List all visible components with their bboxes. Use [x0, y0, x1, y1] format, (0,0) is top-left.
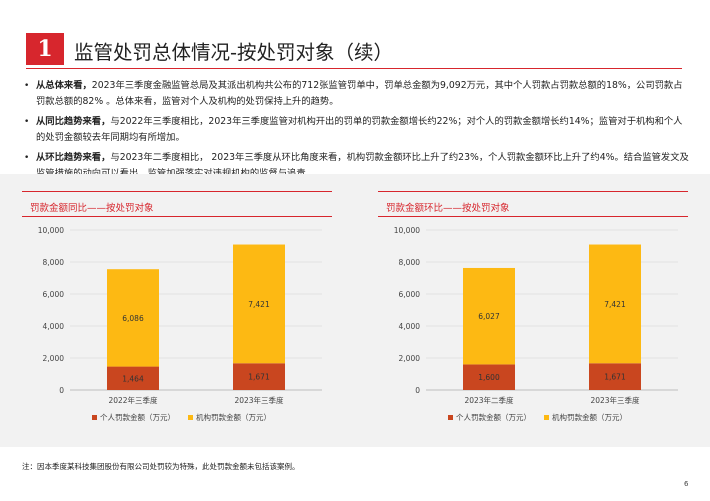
data-label: 7,421	[248, 300, 270, 309]
y-tick-label: 0	[59, 386, 64, 395]
legend-label: 机构罚款金额（万元）	[196, 412, 271, 422]
x-tick-label: 2022年三季度	[108, 395, 158, 405]
data-label: 1,671	[248, 373, 270, 382]
bullet-dot-icon: •	[24, 153, 30, 163]
legend-swatch-institution	[544, 415, 549, 420]
legend-swatch-institution	[188, 415, 193, 420]
bar-individual	[107, 366, 159, 390]
y-tick-label: 6,000	[43, 290, 65, 299]
bullet-dot-icon: •	[24, 117, 30, 127]
chart-yoy: 0 2,000 4,000 6,000 8,000 10,000 1,464 6,086 202…	[38, 226, 322, 422]
y-tick-label: 0	[415, 386, 420, 395]
panel-title-rule	[22, 216, 332, 217]
x-tick-label: 2023年三季度	[234, 395, 284, 405]
data-label: 1,464	[122, 374, 144, 383]
page-number: 6	[684, 480, 689, 488]
summary-bullets: • 从总体来看，2023年三季度金融监管总局及其派出机构共公布的712张监管罚单…	[22, 78, 690, 186]
bullet-text: 2023年三季度金融监管总局及其派出机构共公布的712张监管罚单中，罚单总金额为…	[36, 80, 683, 107]
bar-individual	[463, 364, 515, 390]
data-label: 6,086	[122, 314, 144, 323]
y-tick-label: 10,000	[394, 226, 420, 235]
bullet-lead: 从总体来看，	[36, 80, 92, 91]
bar-institution	[233, 244, 285, 364]
bar-institution	[589, 244, 641, 364]
y-tick-label: 4,000	[399, 322, 421, 331]
chart-panel-qoq: 罚款金额环比——按处罚对象 0 2,000 4,000 6,000 8,000 10,00…	[378, 191, 688, 438]
chart-qoq: 0 2,000 4,000 6,000 8,000 10,000 1,600 6,027 202…	[394, 226, 678, 422]
panel-top-rule	[22, 191, 332, 192]
panel-top-rule	[378, 191, 688, 192]
chart-panel-yoy: 罚款金额同比——按处罚对象 0 2,000 4,000 6,000 8,000 10,00…	[22, 191, 332, 438]
bullet-yoy: • 从同比趋势来看，与2022年三季度相比，2023年三季度监管对机构开出的罚单…	[22, 114, 690, 146]
bullet-lead: 从环比趋势来看，	[36, 152, 111, 163]
bar-institution	[463, 267, 515, 365]
panel-title-rule	[378, 216, 688, 217]
data-label: 1,600	[478, 373, 500, 382]
legend-label: 个人罚款金额（万元）	[100, 412, 175, 422]
y-tick-label: 10,000	[38, 226, 64, 235]
chart-title: 罚款金额环比——按处罚对象	[386, 203, 510, 214]
bullet-text: 与2023年二季度相比， 2023年三季度从环比角度来看，机构罚款金额环比上升了…	[36, 152, 689, 179]
legend-label: 机构罚款金额（万元）	[552, 412, 627, 422]
y-tick-label: 2,000	[43, 354, 65, 363]
x-tick-label: 2023年二季度	[464, 395, 514, 405]
section-number-badge: 1	[26, 33, 64, 65]
legend-swatch-individual	[448, 415, 453, 420]
page-title: 监管处罚总体情况-按处罚对象（续）	[74, 41, 394, 64]
data-label: 7,421	[604, 300, 626, 309]
bar-individual	[233, 363, 285, 390]
chart-title: 罚款金额同比——按处罚对象	[30, 203, 154, 214]
y-tick-label: 6,000	[399, 290, 421, 299]
legend-label: 个人罚款金额（万元）	[456, 412, 531, 422]
x-tick-label: 2023年三季度	[590, 395, 640, 405]
bullet-lead: 从同比趋势来看，	[36, 116, 111, 127]
data-label: 6,027	[478, 312, 500, 321]
bullet-dot-icon: •	[24, 81, 30, 91]
bullet-overall: • 从总体来看，2023年三季度金融监管总局及其派出机构共公布的712张监管罚单…	[22, 78, 690, 110]
data-label: 1,671	[604, 373, 626, 382]
legend-swatch-individual	[92, 415, 97, 420]
footnote: 注：因本季度某科技集团股份有限公司处罚较为特殊，此处罚款金额未包括该案例。	[22, 462, 300, 471]
y-tick-label: 8,000	[399, 258, 421, 267]
y-tick-label: 2,000	[399, 354, 421, 363]
bullet-text: 与2022年三季度相比，2023年三季度监管对机构开出的罚单的罚款金额增长约22…	[36, 116, 683, 143]
y-tick-label: 4,000	[43, 322, 65, 331]
y-tick-label: 8,000	[43, 258, 65, 267]
header-divider	[26, 68, 682, 69]
bullet-qoq: • 从环比趋势来看，与2023年二季度相比， 2023年三季度从环比角度来看，机…	[22, 150, 690, 182]
bar-individual	[589, 363, 641, 390]
bar-institution	[107, 269, 159, 367]
